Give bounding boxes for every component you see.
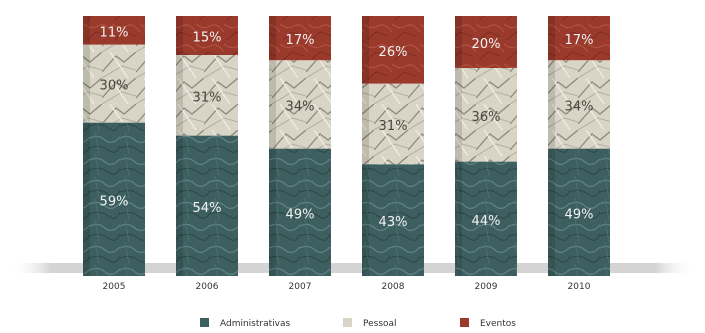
bar-edge-shade [269, 148, 276, 276]
bar-segment-pessoal-2008 [362, 83, 424, 165]
bar-edge-shade [269, 16, 276, 61]
bar-edge-shade [83, 44, 90, 123]
data-label: 31% [193, 90, 222, 105]
bar-segment-eventos-2005 [83, 16, 145, 45]
bar-segment-pessoal-2005 [83, 44, 145, 123]
bar-edge-shade [455, 161, 462, 276]
x-tick-label: 2008 [382, 282, 405, 292]
legend-swatch-pessoal [343, 318, 352, 327]
bar-segment-pessoal-2010 [548, 60, 610, 149]
bar-edge-shade [83, 16, 90, 45]
data-label: 34% [565, 99, 594, 114]
bar-edge-shade [83, 122, 90, 276]
bar-edge-shade [362, 16, 369, 84]
bar-edge-shade [455, 68, 462, 162]
bar-segment-pessoal-2007 [269, 60, 331, 149]
bar-segment-administrativas-2009 [455, 161, 517, 276]
data-label: 15% [193, 31, 222, 46]
legend-label-administrativas: Administrativas [220, 319, 290, 329]
bar-segment-eventos-2007 [269, 16, 331, 61]
bar-edge-shade [455, 16, 462, 68]
bar-segment-administrativas-2008 [362, 164, 424, 276]
data-label: 36% [472, 110, 501, 125]
data-label: 43% [379, 215, 408, 230]
bar-segment-eventos-2008 [362, 16, 424, 84]
x-tick-label: 2009 [475, 282, 498, 292]
data-label: 30% [100, 79, 129, 94]
bar-segment-administrativas-2010 [548, 148, 610, 276]
bar-segment-administrativas-2006 [176, 135, 238, 276]
x-tick-label: 2005 [103, 282, 126, 292]
bar-segment-administrativas-2005 [83, 122, 145, 276]
data-label: 26% [379, 45, 408, 60]
bar-edge-shade [548, 148, 555, 276]
x-tick-label: 2006 [196, 282, 219, 292]
bar-segment-eventos-2010 [548, 16, 610, 61]
data-label: 49% [565, 207, 594, 222]
data-label: 31% [379, 119, 408, 134]
data-label: 44% [472, 214, 501, 229]
legend-swatch-eventos [460, 318, 469, 327]
legend-label-eventos: Eventos [480, 319, 516, 329]
bar-edge-shade [176, 135, 183, 276]
data-label: 49% [286, 207, 315, 222]
data-label: 17% [286, 33, 315, 48]
legend-label-pessoal: Pessoal [363, 319, 397, 329]
bar-segment-pessoal-2009 [455, 68, 517, 162]
x-tick-label: 2010 [568, 282, 591, 292]
bar-segment-administrativas-2007 [269, 148, 331, 276]
bar-edge-shade [362, 83, 369, 165]
data-label: 17% [565, 33, 594, 48]
data-label: 11% [100, 25, 129, 40]
floor-shadow [10, 263, 696, 273]
data-label: 59% [100, 194, 129, 209]
data-label: 54% [193, 201, 222, 216]
bar-segment-eventos-2006 [176, 16, 238, 55]
bar-edge-shade [548, 60, 555, 149]
bar-edge-shade [362, 164, 369, 276]
bar-segment-pessoal-2006 [176, 55, 238, 136]
bar-edge-shade [176, 55, 183, 136]
x-tick-label: 2007 [289, 282, 312, 292]
data-label: 34% [286, 99, 315, 114]
bar-edge-shade [269, 60, 276, 149]
bar-segment-eventos-2009 [455, 16, 517, 68]
legend-swatch-administrativas [200, 318, 209, 327]
bar-edge-shade [548, 16, 555, 61]
bar-edge-shade [176, 16, 183, 55]
data-label: 20% [472, 37, 501, 52]
